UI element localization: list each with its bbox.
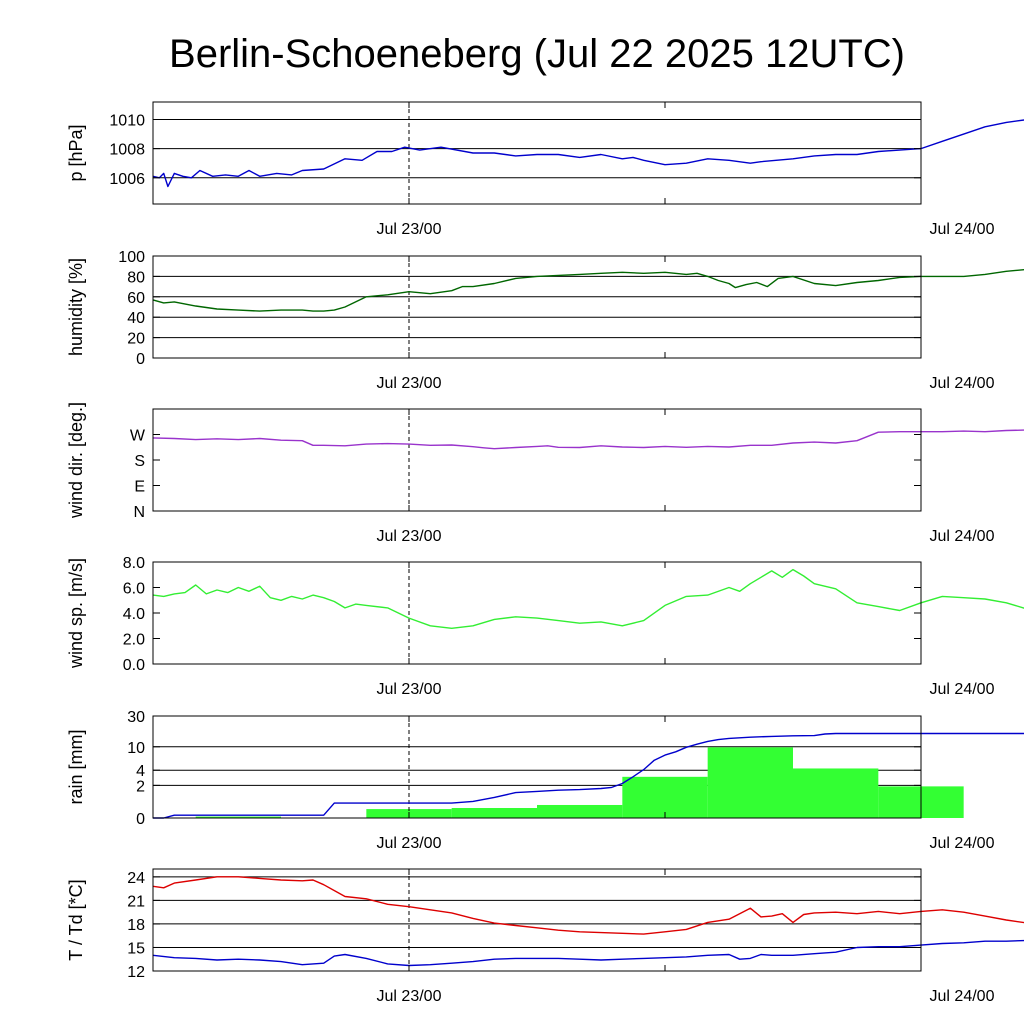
y-tick-label: 12 <box>127 964 145 981</box>
series-line-0 <box>153 732 1024 819</box>
y-tick-label: 15 <box>127 940 145 957</box>
panel-frame <box>152 408 922 512</box>
y-tick-label: 100 <box>118 249 145 266</box>
chart-title: Berlin-Schoeneberg (Jul 22 2025 12UTC) <box>169 32 905 76</box>
x-tick-label: Jul 24/00 <box>930 221 995 238</box>
x-tick-label: Jul 24/00 <box>930 375 995 392</box>
y-axis-label: wind sp. [m/s] <box>66 558 86 669</box>
panel-humidity: 0 20 40 60 80 100 Jul 23/00 Jul 24/00 humidity [… <box>66 249 1024 392</box>
y-tick-label: N <box>133 504 145 521</box>
x-tick-label: Jul 23/00 <box>377 681 442 698</box>
panel-frame <box>152 101 922 205</box>
y-tick-label: 80 <box>127 269 145 286</box>
y-tick-label: 18 <box>127 917 145 934</box>
rain-bar <box>537 804 623 818</box>
y-tick-label: 6.0 <box>123 581 145 598</box>
rain-bar <box>451 808 537 818</box>
y-axis-label: p [hPa] <box>66 124 86 181</box>
y-axis-label: T / Td [*C] <box>66 879 86 960</box>
rain-bar <box>622 776 708 818</box>
y-tick-label: 2.0 <box>123 632 145 649</box>
x-tick-label: Jul 23/00 <box>377 528 442 545</box>
y-axis-label: wind dir. [deg.] <box>66 402 86 519</box>
y-tick-label: 1008 <box>109 142 145 159</box>
series-line-0 <box>152 876 1024 935</box>
y-tick-label: 24 <box>127 870 145 887</box>
panel-frame <box>152 715 922 819</box>
y-tick-label: 2 <box>136 778 145 795</box>
y-tick-label: 1006 <box>109 171 145 188</box>
x-tick-label: Jul 24/00 <box>930 681 995 698</box>
y-tick-label: 60 <box>127 290 145 307</box>
y-tick-label: 0.0 <box>123 657 145 674</box>
panel-wind_speed: 0.0 2.0 4.0 6.0 8.0 Jul 23/00 Jul 24/00 wind sp… <box>66 555 1024 698</box>
x-tick-label: Jul 23/00 <box>377 375 442 392</box>
rain-bar <box>195 816 281 818</box>
y-tick-label: 10 <box>127 740 145 757</box>
rain-bar <box>707 747 793 818</box>
x-tick-label: Jul 23/00 <box>377 221 442 238</box>
series-line-0 <box>152 568 1024 629</box>
y-tick-label: 0 <box>136 811 145 828</box>
y-tick-label: 4 <box>136 763 145 780</box>
y-tick-label: W <box>130 428 146 445</box>
y-tick-label: 0 <box>136 351 145 368</box>
y-tick-label: E <box>134 479 145 496</box>
x-tick-label: Jul 24/00 <box>930 988 995 1005</box>
panel-rain: 0 24 10 30 Jul 23/00 Jul 24/00 rain [mm] <box>66 709 1024 852</box>
y-axis-label: rain [mm] <box>66 729 86 804</box>
y-tick-label: 20 <box>127 331 145 348</box>
x-tick-label: Jul 24/00 <box>930 835 995 852</box>
y-tick-label: 8.0 <box>123 555 145 572</box>
series-line-1 <box>152 939 1024 967</box>
x-tick-label: Jul 23/00 <box>377 988 442 1005</box>
y-tick-label: 40 <box>127 310 145 327</box>
panel-frame <box>152 255 922 359</box>
y-tick-label: 1010 <box>109 112 145 129</box>
x-tick-label: Jul 23/00 <box>377 835 442 852</box>
series-line-0 <box>152 429 1024 450</box>
panel-frame <box>152 868 922 972</box>
y-tick-label: 4.0 <box>123 606 145 623</box>
y-tick-label: S <box>134 453 145 470</box>
y-tick-label: 21 <box>127 893 145 910</box>
panel-temperature: 12 15 18 21 24 Jul 23/00 Jul 24/00 T / Td [*C] <box>66 868 1024 1005</box>
y-axis-label: humidity [%] <box>66 258 86 356</box>
x-tick-label: Jul 24/00 <box>930 528 995 545</box>
panel-pressure: 1006 1008 1010 Jul 23/00 Jul 24/00 p [hPa] <box>66 101 1024 238</box>
series-line-0 <box>152 119 1024 188</box>
series-line-0 <box>152 268 1024 312</box>
y-tick-label: 30 <box>127 709 145 726</box>
rain-bar <box>793 768 879 818</box>
